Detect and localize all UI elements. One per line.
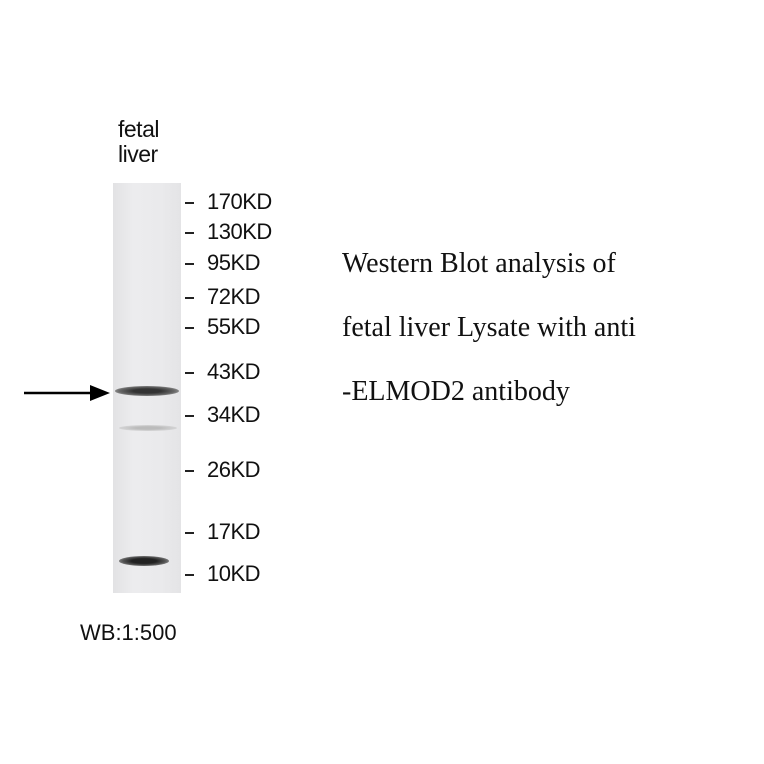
marker-55: 55KD [185, 316, 261, 338]
caption-line-2: fetal liver Lysate with anti [342, 312, 636, 343]
caption-line-1: Western Blot analysis of [342, 248, 616, 279]
blot-lane [113, 183, 181, 593]
lane-label-line: fetal [118, 116, 159, 142]
marker-130: 130KD [185, 221, 272, 243]
marker-10: 10KD [185, 563, 261, 585]
marker-72: 72KD [185, 286, 261, 308]
lane-label-line: liver [118, 141, 158, 167]
lane-label: fetal liver [118, 117, 159, 167]
marker-17: 17KD [185, 521, 261, 543]
marker-95: 95KD [185, 252, 261, 274]
marker-170: 170KD [185, 191, 272, 213]
marker-34: 34KD [185, 404, 261, 426]
caption-line-3: -ELMOD2 antibody [342, 376, 570, 407]
faint-band [119, 425, 177, 431]
arrow-icon [24, 385, 110, 401]
target-band [115, 386, 179, 396]
low-band [119, 556, 169, 566]
marker-43: 43KD [185, 361, 261, 383]
marker-26: 26KD [185, 459, 261, 481]
dilution-label: WB:1:500 [80, 620, 177, 645]
